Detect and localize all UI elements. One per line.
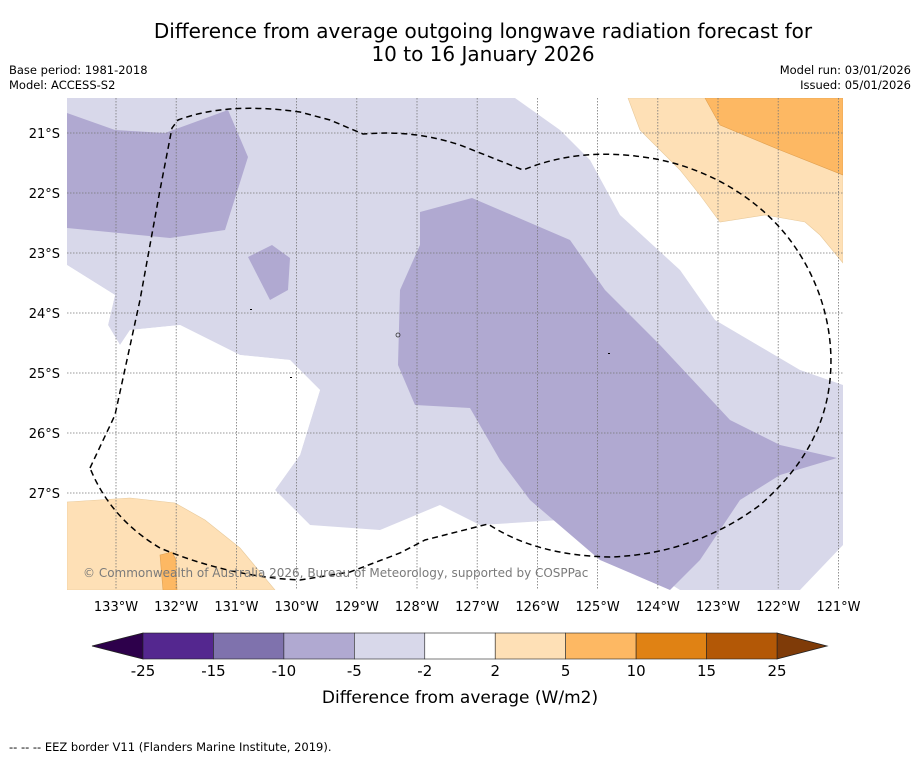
lon-label: 121°W — [816, 600, 860, 615]
lat-label: 27°S — [29, 487, 60, 502]
lat-label: 24°S — [29, 307, 60, 322]
colorbar-segment — [424, 632, 496, 660]
colorbar-tick-label: 5 — [561, 662, 571, 680]
island-marker — [608, 353, 610, 354]
colorbar-segment — [142, 632, 214, 660]
lon-label: 131°W — [214, 600, 258, 615]
model-run: Model run: 03/01/2026 — [779, 63, 911, 77]
meta-left: Base period: 1981-2018 Model: ACCESS-S2 — [9, 63, 148, 93]
colorbar-tick-label: -25 — [131, 662, 156, 680]
colorbar-segment — [706, 632, 778, 660]
lon-label: 130°W — [275, 600, 319, 615]
lon-label: 123°W — [696, 600, 740, 615]
colorbar-segment — [565, 632, 637, 660]
base-period: Base period: 1981-2018 — [9, 63, 148, 77]
colorbar-segment — [635, 632, 707, 660]
colorbar-tick-label: 25 — [767, 662, 786, 680]
colorbar-title: Difference from average (W/m2) — [322, 688, 598, 708]
colorbar-over-arrow — [776, 632, 829, 660]
region-mid-orange-ne — [704, 98, 843, 176]
model-name: Model: ACCESS-S2 — [9, 78, 116, 92]
lon-label: 125°W — [576, 600, 620, 615]
copyright-notice: © Commonwealth of Australia 2026, Bureau… — [83, 566, 588, 580]
island-marker — [395, 332, 401, 338]
lon-label: 133°W — [94, 600, 138, 615]
region-light-orange-sw — [67, 497, 276, 590]
colorbar-tick-label: -2 — [417, 662, 432, 680]
colorbar-segment — [494, 632, 566, 660]
lon-label: 132°W — [154, 600, 198, 615]
lon-label: 129°W — [335, 600, 379, 615]
lat-label: 22°S — [29, 187, 60, 202]
colorbar-tick-label: 15 — [697, 662, 716, 680]
island-marker — [290, 377, 292, 378]
map-figure: © Commonwealth of Australia 2026, Bureau… — [29, 98, 861, 708]
chart-title-line2: 10 to 16 January 2026 — [371, 42, 595, 66]
colorbar-under-arrow — [91, 632, 144, 660]
gridlines — [67, 98, 843, 590]
colorbar-tick-label: 10 — [627, 662, 646, 680]
colorbar-segment — [354, 632, 426, 660]
issued-date: Issued: 05/01/2026 — [800, 78, 911, 92]
island-marker — [250, 309, 252, 310]
colorbar: -25 -15 -10 -5 -2 2 5 10 15 25 — [91, 632, 829, 680]
eez-footnote: -- -- -- EEZ border V11 (Flanders Marine… — [9, 740, 332, 754]
region-mid-purple-nw — [67, 110, 248, 238]
colorbar-segment — [213, 632, 285, 660]
lon-label: 122°W — [756, 600, 800, 615]
map-area: © Commonwealth of Australia 2026, Bureau… — [67, 98, 843, 590]
meta-right: Model run: 03/01/2026 Issued: 05/01/2026 — [780, 63, 911, 93]
lat-label: 26°S — [29, 427, 60, 442]
colorbar-tick-label: 2 — [490, 662, 500, 680]
longitude-labels: 133°W 132°W 131°W 130°W 129°W 128°W 127°W 126°W… — [94, 600, 861, 615]
chart-title-line1: Difference from average outgoing longwav… — [153, 19, 813, 43]
colorbar-tick-label: -10 — [272, 662, 297, 680]
lon-label: 126°W — [515, 600, 559, 615]
colorbar-tick-label: -5 — [347, 662, 362, 680]
eez-border — [89, 107, 832, 581]
lat-label: 21°S — [29, 127, 60, 142]
lon-label: 127°W — [455, 600, 499, 615]
colorbar-segment — [283, 632, 355, 660]
region-mid-purple-central — [398, 198, 837, 590]
lon-label: 128°W — [395, 600, 439, 615]
lat-label: 23°S — [29, 247, 60, 262]
lat-label: 25°S — [29, 367, 60, 382]
colorbar-tick-label: -15 — [201, 662, 226, 680]
region-mid-purple-small — [248, 245, 290, 300]
latitude-labels: 21°S 22°S 23°S 24°S 25°S 26°S 27°S — [29, 127, 60, 502]
lon-label: 124°W — [636, 600, 680, 615]
